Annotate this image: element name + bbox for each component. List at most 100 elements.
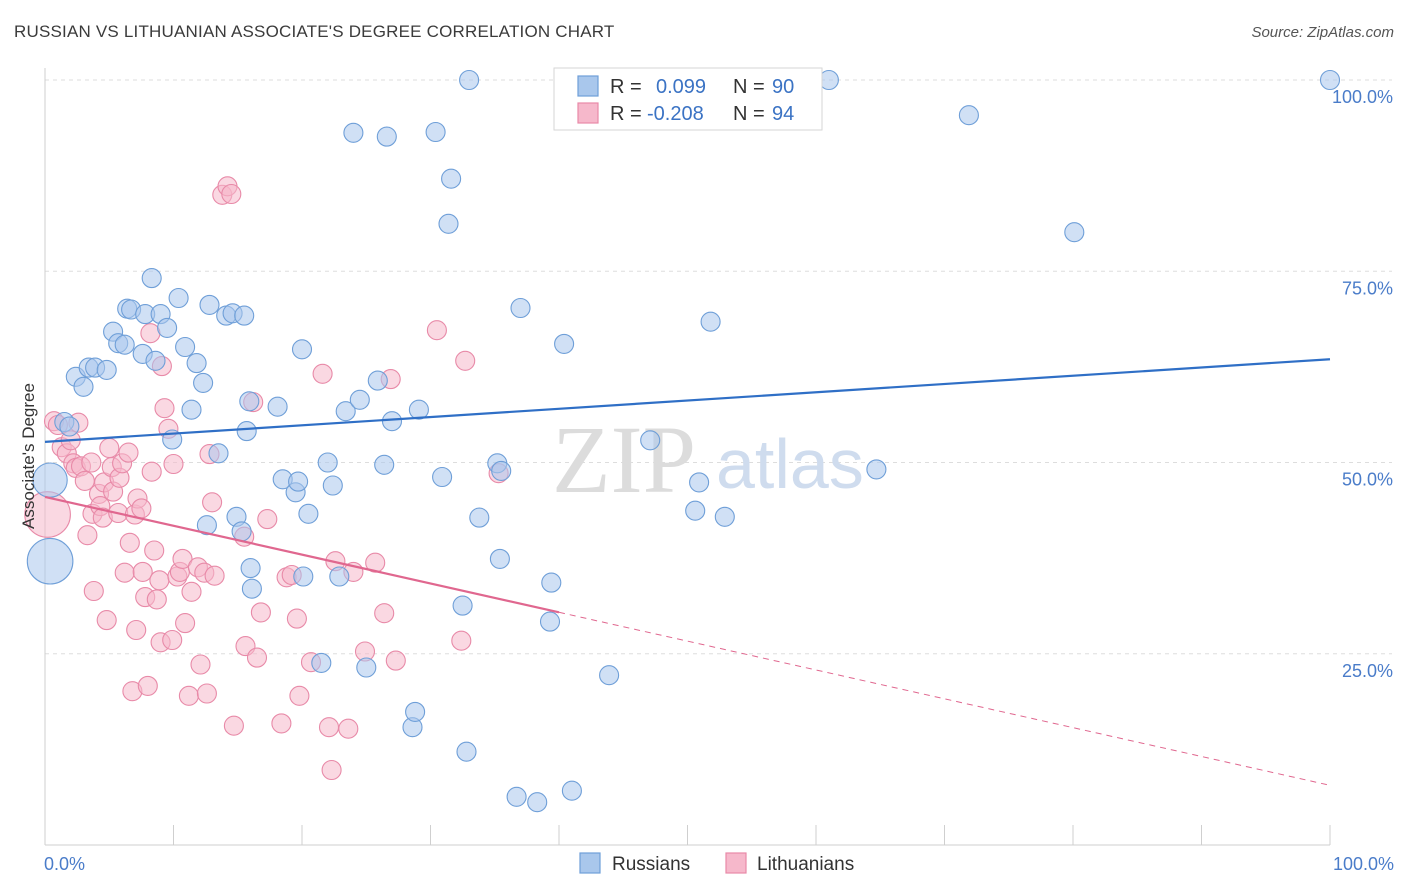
point-lithuanians-20 (99, 437, 120, 459)
point-russians-5 (73, 376, 94, 397)
point-russians-36 (240, 558, 261, 579)
point-russians-46 (317, 452, 338, 473)
point-lithuanians-27 (118, 442, 139, 463)
point-lithuanians-55 (190, 654, 211, 675)
point-lithuanians-38 (141, 461, 162, 482)
bottom-legend-swatch-lithuanians (725, 852, 747, 874)
point-lithuanians-46 (162, 629, 183, 651)
point-russians-19 (157, 317, 178, 338)
trend-line-russians (44, 358, 1331, 443)
legend-frame (553, 67, 823, 131)
point-russians-26 (196, 515, 217, 536)
point-russians-80 (685, 500, 706, 521)
point-lithuanians-36 (137, 675, 158, 696)
point-lithuanians-80 (321, 759, 342, 781)
point-russians-34 (236, 421, 257, 442)
point-russians-8 (96, 359, 117, 380)
chart-title: RUSSIAN VS LITHUANIAN ASSOCIATE'S DEGREE… (14, 22, 615, 41)
point-russians-71 (506, 786, 527, 807)
trend-lines (44, 358, 1331, 786)
point-lithuanians-19 (96, 610, 117, 631)
y-tick-labels: 25.0% 50.0% 75.0% 100.0% (1332, 87, 1393, 681)
point-lithuanians-84 (365, 552, 386, 573)
point-russians-38 (267, 396, 288, 417)
axes (44, 68, 1331, 846)
point-russians-66 (459, 69, 480, 91)
point-russians-22 (175, 336, 196, 358)
point-russians-76 (554, 333, 575, 354)
point-lithuanians-78 (318, 717, 340, 738)
point-lithuanians-68 (246, 647, 268, 668)
point-russians-79 (640, 430, 661, 451)
point-russians-81 (689, 472, 710, 493)
point-lithuanians-41 (149, 570, 170, 591)
trend-line-lithuanians-extension (558, 611, 1331, 786)
point-russians-17 (145, 350, 166, 371)
point-russians-69 (489, 548, 510, 569)
point-russians-73 (527, 792, 548, 813)
point-russians-3 (59, 416, 80, 437)
point-lithuanians-85 (374, 603, 395, 624)
source-label: Source: ZipAtlas.com (1251, 24, 1394, 41)
point-russians-53 (367, 370, 388, 391)
point-lithuanians-70 (257, 509, 278, 530)
point-russians-70 (491, 460, 512, 481)
point-russians-44 (298, 503, 319, 524)
point-lithuanians-75 (289, 685, 310, 706)
legend-n-value-0: 90 (772, 76, 794, 98)
legend-swatch-russians (577, 75, 599, 97)
point-lithuanians-12 (81, 452, 102, 473)
grid (45, 79, 1392, 655)
point-russians-51 (349, 389, 370, 410)
point-lithuanians-88 (426, 320, 447, 341)
point-russians-87 (958, 105, 979, 126)
point-russians-27 (199, 294, 220, 315)
point-russians-50 (343, 122, 364, 143)
point-russians-48 (329, 566, 350, 587)
point-russians-12 (114, 334, 135, 355)
point-lithuanians-11 (77, 525, 98, 546)
point-lithuanians-59 (202, 492, 223, 513)
point-lithuanians-40 (146, 589, 167, 610)
y-axis-title: Associate's Degree (19, 383, 38, 529)
point-russians-72 (510, 297, 531, 319)
point-lithuanians-50 (172, 548, 193, 569)
legend-box: R = 0.099 N = 90 R = -0.208 N = 94 (553, 67, 823, 131)
point-lithuanians-89 (451, 630, 472, 651)
legend-n-label-1: N = (733, 103, 765, 125)
point-lithuanians-87 (385, 650, 406, 671)
legend-r-label-1: R = (610, 103, 642, 125)
point-russians-47 (322, 475, 343, 496)
point-lithuanians-57 (196, 683, 217, 704)
y-tick-label-100: 100.0% (1332, 87, 1393, 107)
bottom-legend-lithuanians: Lithuanians (757, 854, 854, 875)
point-russians-49 (335, 401, 356, 422)
point-russians-67 (469, 507, 490, 528)
legend-swatch-lithuanians (577, 102, 599, 124)
point-lithuanians-69 (250, 602, 271, 623)
point-russians-35 (239, 391, 260, 412)
point-lithuanians-90 (455, 350, 476, 371)
legend-n-label-0: N = (733, 76, 765, 98)
legend-r-label-0: R = (610, 76, 642, 98)
point-lithuanians-71 (271, 713, 292, 734)
point-russians-63 (438, 213, 459, 234)
point-russians-23 (181, 399, 202, 420)
point-russians-52 (356, 657, 377, 678)
point-lithuanians-60 (204, 565, 225, 586)
point-russians-62 (441, 168, 462, 189)
watermark-zip: ZIP (552, 406, 696, 513)
legend-r-value-1: -0.208 (647, 103, 704, 125)
bottom-legend-russians: Russians (612, 854, 690, 875)
point-lithuanians-28 (119, 532, 140, 553)
y-tick-label-50: 50.0% (1342, 470, 1393, 490)
point-russians-75 (541, 572, 562, 593)
point-lithuanians-81 (338, 718, 359, 739)
point-russians-25 (193, 372, 214, 393)
point-russians-61 (432, 466, 453, 488)
point-lithuanians-33 (131, 498, 152, 519)
series-russians (26, 69, 1341, 813)
point-russians-82 (700, 311, 721, 332)
y-tick-label-25: 25.0% (1342, 661, 1393, 681)
point-russians-0 (26, 537, 74, 585)
